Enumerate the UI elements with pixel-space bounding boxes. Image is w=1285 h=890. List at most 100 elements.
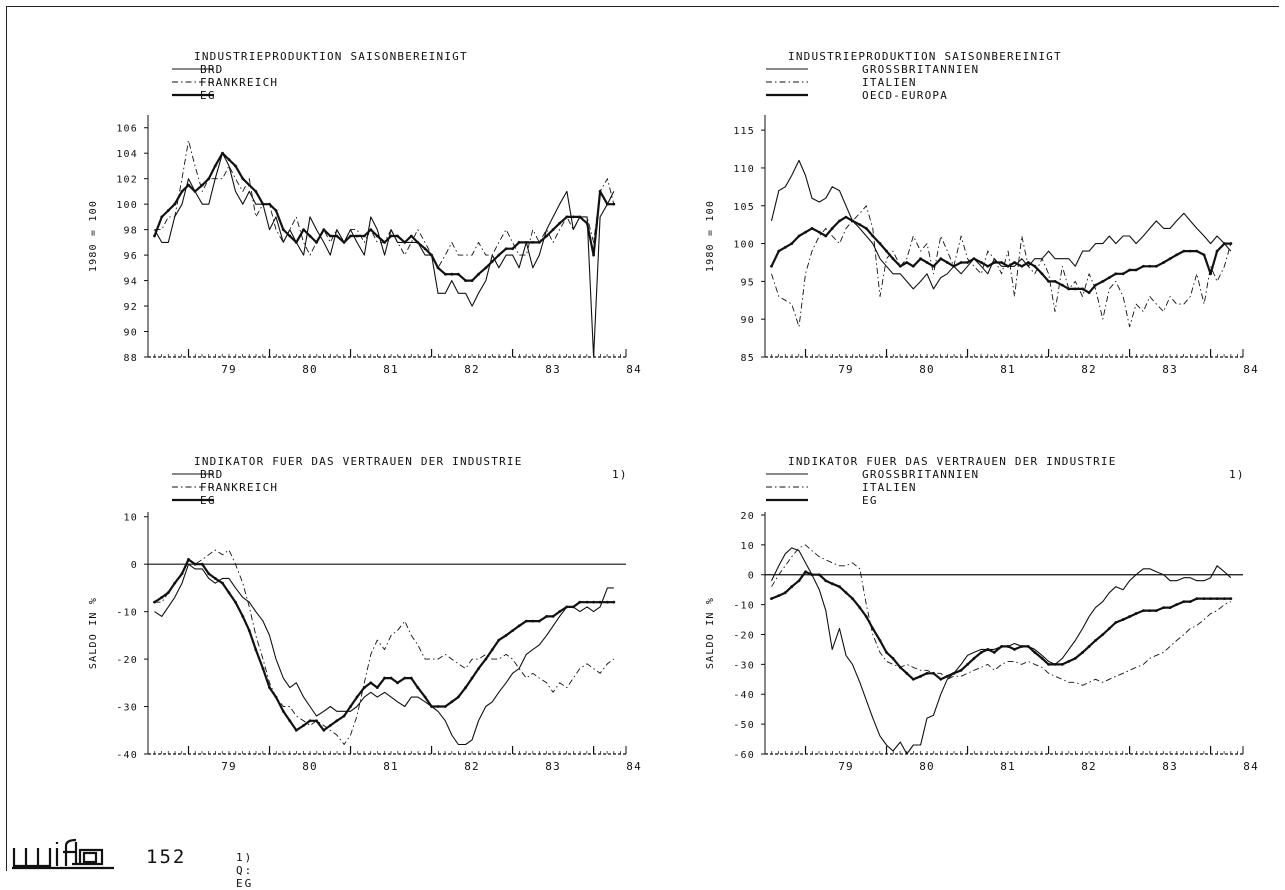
data-point	[1175, 253, 1178, 257]
data-point	[830, 582, 834, 586]
series-line-italien	[771, 205, 1232, 328]
data-point	[585, 221, 589, 225]
y-tick-label: 88	[124, 353, 138, 364]
data-point	[1006, 645, 1010, 648]
y-tick-label: 100	[116, 200, 138, 211]
data-point	[335, 234, 339, 238]
data-point	[770, 264, 773, 268]
y-tick-label: -50	[733, 720, 755, 731]
data-point	[1209, 597, 1212, 601]
chart-note: 1)	[1229, 468, 1245, 481]
data-point	[247, 629, 251, 633]
data-point	[477, 667, 480, 670]
data-point	[804, 570, 807, 574]
data-point	[436, 266, 440, 270]
data-point	[891, 656, 895, 660]
data-point	[817, 230, 821, 234]
data-point	[288, 234, 292, 238]
data-point	[824, 234, 828, 238]
chart-note: 1)	[612, 468, 628, 481]
y-tick-label: 106	[116, 124, 138, 135]
data-point	[1060, 662, 1064, 666]
data-point	[187, 183, 190, 187]
data-point	[207, 572, 211, 576]
data-point	[972, 257, 976, 261]
x-tick-label: 82	[464, 363, 480, 376]
data-point	[545, 234, 549, 238]
y-tick-label: 10	[741, 541, 755, 552]
y-tick-label: 20	[741, 511, 755, 522]
chart-2: INDUSTRIEPRODUKTION SAISONBEREINIGTGROSS…	[705, 50, 1259, 376]
data-point	[1222, 242, 1226, 245]
data-point	[1141, 264, 1145, 268]
data-point	[1094, 639, 1097, 642]
data-point	[464, 686, 467, 689]
data-point	[1101, 633, 1105, 636]
x-tick-label: 84	[1243, 760, 1259, 773]
series-line-eg	[153, 152, 614, 282]
y-axis-label: 1980 = 100	[705, 200, 716, 272]
data-point	[234, 600, 237, 604]
data-point	[1053, 662, 1057, 666]
series-line-frankreich	[154, 549, 615, 745]
data-point	[464, 279, 467, 282]
data-point	[592, 253, 595, 257]
data-point	[504, 633, 508, 637]
data-point	[1026, 645, 1030, 648]
y-tick-label: 98	[124, 226, 138, 237]
wifo-logo-icon	[12, 838, 114, 870]
data-point	[804, 230, 807, 234]
data-point	[1000, 645, 1003, 648]
data-point	[268, 202, 271, 206]
data-point	[342, 714, 346, 718]
y-tick-label: -20	[733, 630, 755, 641]
data-point	[517, 624, 521, 628]
x-tick-label: 82	[1081, 760, 1097, 773]
series-line-eg	[153, 558, 614, 732]
legend-label: BRD	[200, 63, 223, 76]
data-point	[423, 695, 427, 699]
data-point	[830, 227, 834, 230]
data-point	[1006, 264, 1010, 268]
data-point	[966, 261, 969, 264]
data-point	[383, 676, 386, 680]
data-point	[1148, 264, 1152, 268]
data-point	[1121, 618, 1125, 621]
data-point	[571, 215, 575, 219]
y-axis-label: SALDO IN %	[88, 597, 99, 669]
data-point	[362, 686, 366, 689]
data-point	[925, 261, 929, 264]
data-point	[1182, 249, 1186, 253]
series-line-eg	[771, 570, 1231, 681]
data-point	[180, 572, 184, 576]
x-tick-label: 80	[919, 760, 935, 773]
data-point	[1222, 597, 1226, 601]
data-point	[817, 573, 821, 577]
data-point	[355, 234, 359, 238]
data-point	[362, 234, 366, 238]
data-point	[871, 627, 875, 630]
chart-title: INDIKATOR FUER DAS VERTRAUEN DER INDUSTR…	[194, 455, 523, 468]
data-point	[511, 629, 514, 633]
y-tick-label: 92	[124, 302, 138, 313]
data-point	[1188, 249, 1192, 253]
data-point	[1114, 621, 1118, 624]
data-point	[497, 253, 501, 257]
x-tick-label: 84	[1243, 363, 1259, 376]
data-point	[180, 190, 184, 193]
x-tick-label: 82	[464, 760, 480, 773]
data-point	[1053, 279, 1057, 283]
data-point	[200, 562, 204, 566]
data-point	[1121, 272, 1125, 276]
data-point	[898, 264, 902, 268]
data-point	[288, 719, 292, 723]
data-point	[1168, 257, 1172, 261]
data-point	[261, 202, 265, 206]
data-point	[241, 614, 245, 618]
data-point	[565, 605, 569, 609]
data-point	[565, 215, 569, 219]
data-point	[484, 266, 488, 270]
y-tick-label: 102	[116, 175, 138, 186]
data-point	[878, 242, 882, 245]
data-point	[1101, 279, 1105, 283]
